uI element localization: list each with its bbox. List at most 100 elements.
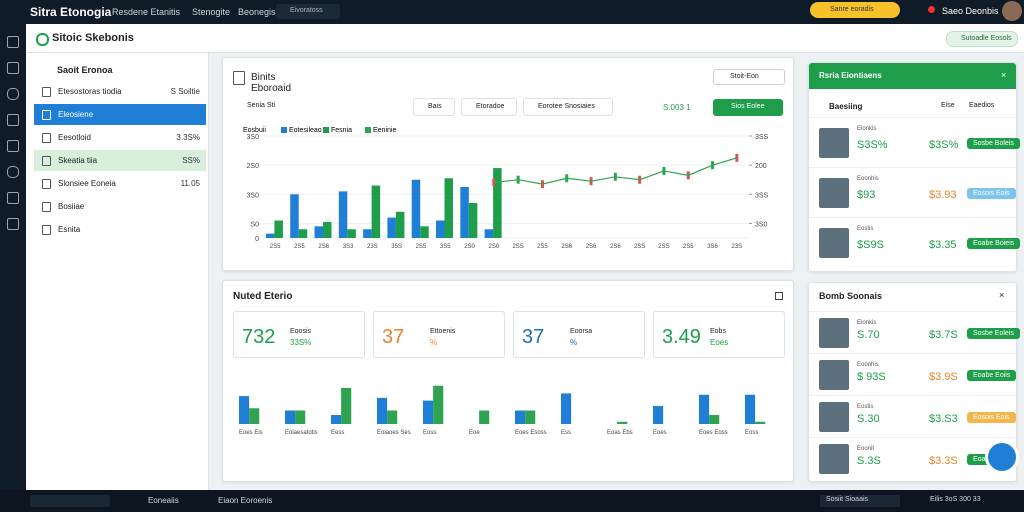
row-tag[interactable]: Sosbe Boleis [967,138,1020,149]
metric-value: 37 [522,326,545,348]
help-button[interactable] [985,440,1019,474]
x-tick-label: 2SS [658,244,669,250]
chart-panel: Binits Eboroaid Stoit-Eon Senia Sti Bais E… [222,57,794,271]
row-name: Elonkis [857,320,877,326]
tab-label: Etoradoe [476,103,505,110]
metric-label: Eobs [710,328,726,335]
x-tick-label: 35S [391,244,402,250]
tab[interactable]: Etoradoe [461,98,517,116]
list-row[interactable]: Eostis S.30 $3.S3 Eosois Eois [809,395,1016,438]
metric-delta: Eoes [710,338,729,347]
row-change: $3.9S [929,371,958,383]
menu-item[interactable]: Resdene Etanitis [112,7,181,17]
legend-label: Eosbuii [243,127,266,134]
row-value: S.30 [857,413,880,425]
rail-icon[interactable] [7,140,19,152]
bar [420,226,429,238]
bar [249,408,260,424]
row-value: $93 [857,189,876,201]
column-header: Baesiing [829,102,863,111]
row-tag[interactable]: Eosois Eois [967,412,1016,423]
bar [561,393,572,424]
rail-icon[interactable] [7,218,19,230]
search-box[interactable]: Eivoratoss [276,4,340,19]
list-row[interactable]: Elonkis S.70 $3.7S Sosbe Eoleis [809,311,1020,354]
x-tick-label: 2S6 [610,244,621,250]
item-icon [42,179,51,189]
bar [387,410,398,424]
sidebar-item[interactable]: Esnita [34,219,206,240]
x-tick-label: 2SS [634,244,645,250]
row-value: S3S% [857,139,888,151]
row-tag[interactable]: Eoabe Boieis [967,238,1021,249]
list-row[interactable]: Eoonhis $ 93S $3.9S Eoabe Eoiis [809,353,1017,396]
bar [479,410,490,424]
rail-icon[interactable] [7,114,19,126]
bar [525,410,536,424]
row-name: Eoonhis [857,362,879,368]
metric-label: Ettoenis [430,328,456,335]
sidebar-item[interactable]: Eesotloid 3.3S% [34,127,206,148]
tab[interactable]: Senia Sti [233,98,283,114]
taskbar-item[interactable]: Eiaon Eoroenis [218,496,273,505]
bar [377,397,388,424]
thumbnail [819,444,849,474]
list-row[interactable]: Eoonhis $93 $3.93 Eosois Eois [809,167,1016,218]
badge[interactable]: Sutoadle Eosols [946,31,1018,47]
bar [274,220,283,238]
menu-item[interactable]: Stenogite [192,7,231,17]
menu-item[interactable]: Beonegis [238,7,276,17]
tab[interactable]: Eorotee Snosiaies [523,98,613,116]
dropdown[interactable]: Stoit-Eon [713,69,785,85]
x-tick-label: 3S6 [707,244,718,250]
sidebar-item[interactable]: Slonsiee Eoneia 11.05 [34,173,206,194]
row-tag[interactable]: Eosois Eois [967,188,1016,199]
rail-icon[interactable] [7,166,19,178]
x-tick-label: Eoss [423,430,436,436]
tab[interactable]: Bais [413,98,455,116]
bar [444,178,454,238]
thumbnail [819,360,849,390]
list-row[interactable]: Eostis $S9S $3.35 Eoabe Boieis [809,217,1021,268]
sidebar-item[interactable]: Skeatia tiia SS% [34,150,206,171]
avatar[interactable] [1002,1,1022,21]
y-tick-label: 0 [255,236,259,243]
rail-icon[interactable] [7,88,19,100]
row-tag[interactable]: Eoabe Eoiis [967,370,1017,381]
expand-icon[interactable] [775,292,783,300]
sidebar-item[interactable]: Etesostoras tiodia S Soiltie [34,81,206,102]
taskbar-item[interactable]: Eoneaiis [148,496,179,505]
row-tag[interactable]: Sosbe Eoleis [967,328,1020,339]
close-icon[interactable]: × [999,290,1005,300]
action-button[interactable]: Sios Eolee [713,99,783,116]
item-icon [42,133,51,143]
y-tick-label: S0 [250,221,259,228]
rail-icon[interactable] [7,36,19,48]
alert-pill[interactable]: Sanre eoradis [810,2,900,18]
bar [295,410,306,424]
user-name[interactable]: Saeo Deonbis [942,6,999,16]
x-tick-label: Eoes Eis [239,430,263,436]
taskbar-search[interactable] [30,495,110,507]
taskbar-field[interactable]: Sosiit Sioaais [820,495,900,507]
item-label: Slonsiee Eoneia [58,179,116,188]
x-tick-label: 2S0 [489,244,500,250]
bar [239,396,250,424]
list-row[interactable]: Elonkis S3S% $3S% Sosbe Boleis [809,117,1020,168]
legend-swatch [323,127,329,133]
close-icon[interactable]: × [1001,70,1007,80]
sub-chart: Eoes Eis Eoiaesatotis Eess Eoiaoes Ses Eoss E… [239,385,766,436]
sidebar-item[interactable]: Eleosiene [34,104,206,125]
bar [387,217,396,238]
bar [493,168,502,238]
sidebar-item[interactable]: Bosiiae [34,196,206,217]
rail-icon[interactable] [7,62,19,74]
y2-tick-label: 3S0 [755,221,768,228]
bar [423,400,434,424]
rail-icon[interactable] [7,192,19,204]
x-tick-label: Ess [561,430,571,436]
notification-dot[interactable] [928,6,935,13]
top-bar: Sitra Etonogia Resdene Etanitis Stenogit… [0,0,1024,24]
tab-label: Eorotee Snosiaies [538,103,595,110]
metric-delta: % [430,338,438,347]
